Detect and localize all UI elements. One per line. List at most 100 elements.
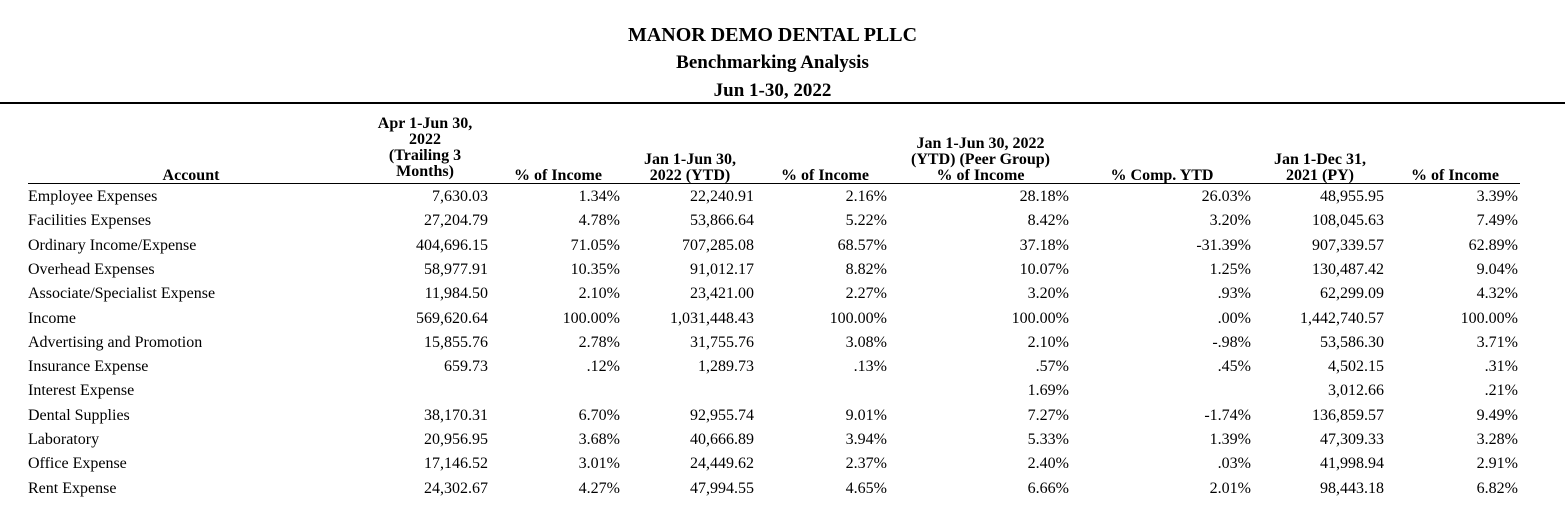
- cell-py: 108,045.63: [1312, 212, 1384, 230]
- cell-peer: .57%: [1035, 358, 1069, 376]
- cell-pct1: 10.35%: [570, 260, 620, 278]
- table-row: Dental Supplies 38,170.31 6.70% 92,955.74 9.…: [0, 407, 1565, 431]
- cell-py: 41,998.94: [1320, 455, 1384, 473]
- cell-pct3: 4.32%: [1476, 285, 1518, 303]
- cell-pct3: 2.91%: [1476, 455, 1518, 473]
- cell-pct3: 3.71%: [1476, 333, 1518, 351]
- table-row: Ordinary Income/Expense 404,696.15 71.05% 7…: [0, 237, 1565, 261]
- cell-peer: 3.20%: [1027, 285, 1069, 303]
- table-row: Advertising and Promotion 15,855.76 2.78% 3…: [0, 334, 1565, 358]
- col-header-py-line: 2021 (PY): [1286, 167, 1354, 184]
- cell-peer: 2.10%: [1027, 333, 1069, 351]
- cell-pct3: 9.04%: [1476, 260, 1518, 278]
- cell-ytd: 1,289.73: [698, 358, 754, 376]
- cell-py: 98,443.18: [1320, 479, 1384, 497]
- account-name: Income: [28, 309, 76, 327]
- table-row: Laboratory 20,956.95 3.68% 40,666.89 3.94% 5.…: [0, 431, 1565, 455]
- cell-pct1: 1.34%: [578, 188, 620, 205]
- cell-py: 47,309.33: [1320, 431, 1384, 448]
- cell-py: 53,586.30: [1320, 333, 1384, 351]
- cell-ytd: 40,666.89: [690, 431, 754, 448]
- col-header-ytd: Jan 1-Jun 30, 2022 (YTD): [625, 152, 755, 184]
- col-header-ytd-line: 2022 (YTD): [649, 167, 731, 184]
- cell-py: 907,339.57: [1312, 236, 1384, 254]
- cell-ytd: 47,994.55: [690, 479, 754, 497]
- cell-trailing: 58,977.91: [424, 260, 488, 278]
- cell-pct3: 3.28%: [1476, 431, 1518, 448]
- account-name: Employee Expenses: [28, 188, 158, 205]
- header-rule: [0, 102, 1565, 104]
- cell-peer: 7.27%: [1027, 406, 1069, 424]
- cell-trailing: 20,956.95: [424, 431, 488, 448]
- cell-peer: 2.40%: [1027, 455, 1069, 473]
- table-row: Employee Expenses 7,630.03 1.34% 22,240.91 2…: [0, 188, 1565, 212]
- account-name: Facilities Expenses: [28, 212, 152, 230]
- col-header-peer-group: Jan 1-Jun 30, 2022 (YTD) (Peer Group) % …: [883, 136, 1078, 184]
- cell-trailing: 27,204.79: [424, 212, 488, 230]
- cell-pct1: 2.78%: [578, 333, 620, 351]
- account-name: Overhead Expenses: [28, 260, 155, 278]
- col-header-py-line: Jan 1-Dec 31,: [1274, 151, 1366, 168]
- account-name: Ordinary Income/Expense: [28, 236, 197, 254]
- cell-comp: .00%: [1217, 309, 1251, 327]
- table-row: Insurance Expense 659.73 .12% 1,289.73 .13%.…: [0, 358, 1565, 382]
- report-period: Jun 1-30, 2022: [713, 80, 832, 101]
- cell-py: 4,502.15: [1328, 358, 1384, 376]
- report-title: Benchmarking Analysis: [676, 52, 869, 73]
- col-header-trailing-line: 2022: [409, 131, 441, 148]
- cell-ytd: 31,755.76: [690, 333, 754, 351]
- cell-trailing: 11,984.50: [424, 285, 488, 303]
- cell-trailing: 17,146.52: [424, 455, 488, 473]
- cell-pct3: .21%: [1484, 382, 1518, 400]
- cell-py: 62,299.09: [1320, 285, 1384, 303]
- table-row: Interest Expense 1.69% 3,012.66 .21%: [0, 382, 1565, 406]
- cell-pct1: 3.68%: [578, 431, 620, 448]
- cell-pct2: 3.94%: [845, 431, 887, 448]
- col-header-account: Account: [162, 167, 220, 184]
- col-header-trailing-line: Months): [396, 163, 454, 180]
- cell-comp: -1.74%: [1204, 406, 1251, 424]
- cell-pct1: 2.10%: [578, 285, 620, 303]
- cell-ytd: 92,955.74: [690, 406, 754, 424]
- cell-ytd: 23,421.00: [690, 285, 754, 303]
- cell-ytd: 24,449.62: [690, 455, 754, 473]
- cell-peer: 37.18%: [1019, 236, 1069, 254]
- cell-ytd: 22,240.91: [690, 188, 754, 205]
- col-header-trailing-line: Apr 1-Jun 30,: [377, 115, 473, 132]
- cell-py: 130,487.42: [1312, 260, 1384, 278]
- col-header-peer-line: % of Income: [936, 167, 1025, 184]
- table-row: Overhead Expenses 58,977.91 10.35% 91,012.1…: [0, 261, 1565, 285]
- cell-trailing: 404,696.15: [416, 236, 488, 254]
- table-row: Rent Expense 24,302.67 4.27% 47,994.55 4.65%…: [0, 480, 1565, 504]
- cell-peer: 8.42%: [1027, 212, 1069, 230]
- cell-comp: .93%: [1217, 285, 1251, 303]
- cell-trailing: 569,620.64: [416, 309, 488, 327]
- cell-peer: 5.33%: [1027, 431, 1069, 448]
- cell-pct1: 71.05%: [570, 236, 620, 254]
- cell-peer: 28.18%: [1019, 188, 1069, 205]
- table-row: Facilities Expenses 27,204.79 4.78% 53,866.…: [0, 212, 1565, 236]
- cell-comp: 1.39%: [1209, 431, 1251, 448]
- cell-peer: 10.07%: [1019, 260, 1069, 278]
- cell-trailing: 7,630.03: [432, 188, 488, 205]
- cell-py: 1,442,740.57: [1300, 309, 1384, 327]
- cell-pct2: 2.16%: [845, 188, 887, 205]
- table-row: Associate/Specialist Expense 11,984.50 2.1…: [0, 285, 1565, 309]
- cell-trailing: 15,855.76: [424, 333, 488, 351]
- cell-ytd: 1,031,448.43: [670, 309, 754, 327]
- cell-pct3: .31%: [1484, 358, 1518, 376]
- cell-pct3: 7.49%: [1476, 212, 1518, 230]
- cell-pct1: 4.27%: [578, 479, 620, 497]
- cell-comp: 26.03%: [1201, 188, 1251, 205]
- account-name: Associate/Specialist Expense: [28, 285, 216, 303]
- cell-pct2: 3.08%: [845, 333, 887, 351]
- col-header-peer-line: (YTD) (Peer Group): [911, 151, 1050, 168]
- col-header-prior-year: Jan 1-Dec 31, 2021 (PY): [1255, 152, 1385, 184]
- col-header-pct-income-2: % of Income: [781, 167, 869, 184]
- cell-pct2: 100.00%: [829, 309, 887, 327]
- cell-py: 48,955.95: [1320, 188, 1384, 205]
- company-name: MANOR DEMO DENTAL PLLC: [627, 24, 918, 46]
- cell-pct2: 8.82%: [845, 260, 887, 278]
- col-header-comp-ytd: % Comp. YTD: [1110, 167, 1214, 184]
- cell-comp: 2.01%: [1209, 479, 1251, 497]
